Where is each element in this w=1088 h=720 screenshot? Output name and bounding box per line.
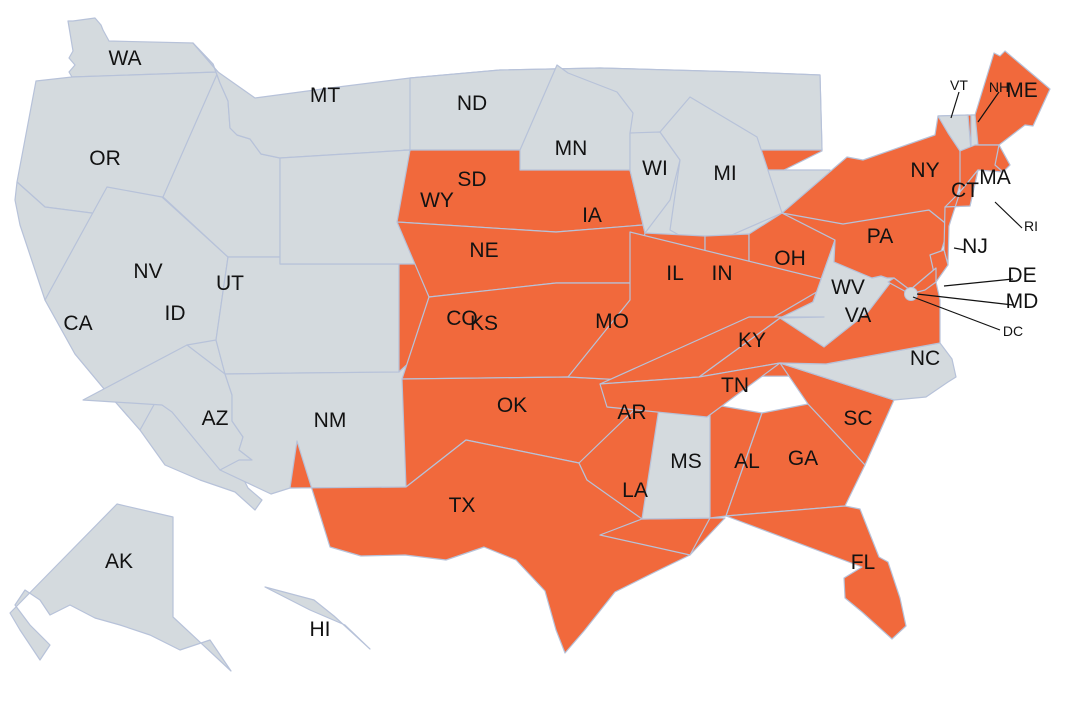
svg-text:IN: IN (712, 262, 733, 285)
svg-text:VT: VT (950, 77, 968, 93)
svg-text:DC: DC (1003, 323, 1023, 339)
svg-text:GA: GA (788, 447, 818, 470)
svg-text:OR: OR (89, 147, 121, 170)
svg-text:MD: MD (1006, 290, 1039, 313)
svg-text:TX: TX (449, 494, 476, 517)
svg-text:WI: WI (642, 157, 668, 180)
svg-text:TN: TN (721, 374, 749, 397)
svg-text:MN: MN (555, 137, 588, 160)
svg-text:MO: MO (595, 310, 629, 333)
svg-text:IL: IL (666, 262, 684, 285)
svg-text:NV: NV (133, 260, 162, 283)
svg-text:HI: HI (310, 618, 331, 641)
svg-text:MT: MT (310, 84, 340, 107)
svg-text:CT: CT (951, 179, 979, 202)
svg-text:SC: SC (843, 407, 872, 430)
svg-text:MA: MA (979, 166, 1011, 189)
svg-text:OH: OH (774, 247, 806, 270)
svg-text:IA: IA (582, 204, 602, 227)
svg-text:CA: CA (63, 312, 92, 335)
svg-text:NY: NY (910, 159, 939, 182)
svg-text:RI: RI (1024, 218, 1038, 234)
svg-text:SD: SD (457, 168, 486, 191)
svg-text:AZ: AZ (202, 407, 229, 430)
svg-text:AL: AL (734, 450, 760, 473)
svg-text:ID: ID (165, 302, 186, 325)
svg-text:KY: KY (738, 329, 766, 352)
svg-text:LA: LA (622, 479, 648, 502)
svg-text:MI: MI (713, 162, 736, 185)
svg-text:WA: WA (108, 47, 141, 70)
svg-text:DE: DE (1007, 264, 1036, 287)
svg-text:VA: VA (845, 304, 871, 327)
svg-text:FL: FL (851, 551, 876, 574)
svg-text:ND: ND (457, 92, 487, 115)
svg-text:NJ: NJ (962, 235, 988, 258)
svg-text:MS: MS (670, 450, 702, 473)
svg-text:NM: NM (314, 409, 347, 432)
svg-text:AK: AK (105, 550, 133, 573)
svg-text:KS: KS (470, 312, 498, 335)
svg-text:NE: NE (469, 239, 498, 262)
svg-text:AR: AR (617, 401, 646, 424)
svg-text:PA: PA (867, 225, 893, 248)
svg-text:WV: WV (831, 276, 865, 299)
svg-text:UT: UT (216, 272, 244, 295)
svg-text:OK: OK (497, 394, 527, 417)
svg-text:WY: WY (420, 189, 454, 212)
svg-text:NC: NC (910, 347, 940, 370)
svg-text:ME: ME (1006, 79, 1038, 102)
